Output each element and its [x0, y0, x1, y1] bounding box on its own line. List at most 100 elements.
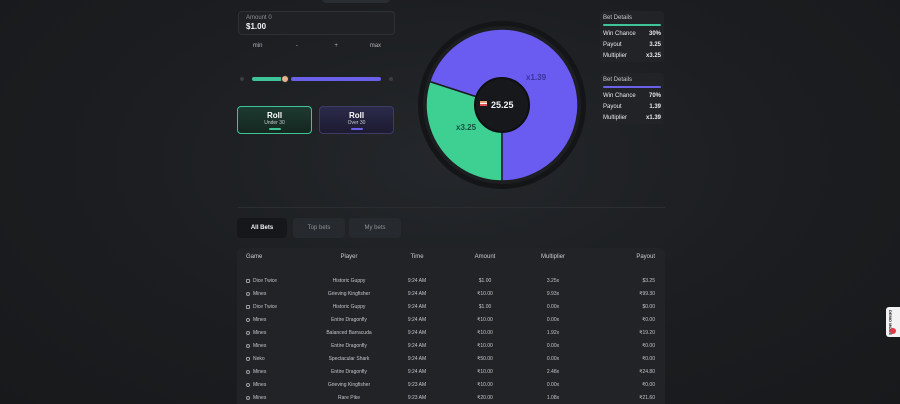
mines-icon	[246, 291, 250, 296]
game-name: Mines	[253, 291, 267, 297]
multiplier-label: Multiplier	[603, 115, 628, 121]
cell-player: Entire Dragonfly	[331, 317, 367, 323]
decrease-button[interactable]: -	[295, 43, 298, 49]
table-row[interactable]: Mines Rare Pike 9:23 AM ₹20.00 1.08x ₹21.60	[237, 395, 665, 404]
cell-time: 9:24 AM	[407, 304, 427, 310]
game-name: Mines	[253, 395, 267, 401]
table-row[interactable]: Mines Grieving Kingfisher 9:24 AM ₹10.00 9.9…	[237, 291, 665, 304]
win-chance-value: 30%	[648, 31, 661, 37]
increase-button[interactable]: +	[334, 43, 338, 49]
mines-icon	[246, 382, 250, 387]
cell-multiplier: 0.00x	[546, 343, 560, 349]
game-name: Neko	[253, 356, 265, 362]
cell-amount: ₹50.00	[477, 356, 493, 362]
cell-game: Dice Twice	[246, 278, 277, 284]
max-button[interactable]: max	[369, 43, 382, 49]
cell-multiplier: 0.00x	[546, 382, 560, 388]
cell-amount: $1.00	[478, 278, 492, 284]
roll-over-title: Roll	[348, 111, 365, 120]
roll-over-button[interactable]: Roll Over 30	[319, 106, 394, 134]
amount-value[interactable]: $1.00	[246, 22, 267, 31]
cell-time: 9:24 AM	[407, 291, 427, 297]
cell-time: 9:24 AM	[407, 369, 427, 375]
cell-player: Historic Guppy	[332, 304, 366, 310]
bets-table: Game Player Time Amount Multiplier Payou…	[237, 248, 665, 404]
cell-multiplier: 0.00x	[546, 304, 560, 310]
cell-player: Entire Dragonfly	[331, 343, 367, 349]
cell-time: 9:23 AM	[407, 382, 427, 388]
amount-field[interactable]: Amount 0 $1.00	[238, 11, 395, 35]
roll-under-indicator	[268, 128, 281, 130]
win-chance-value: 70%	[648, 93, 661, 99]
roll-under-button[interactable]: Roll Under 30	[237, 106, 312, 134]
cell-player: Entire Dragonfly	[331, 369, 367, 375]
result-wheel: x3.25 x1.39 25.25	[417, 20, 587, 190]
header-amount: Amount	[474, 254, 496, 260]
mines-icon	[246, 369, 250, 374]
tab-all-bets[interactable]: All Bets	[237, 218, 287, 238]
slider-thumb[interactable]	[280, 75, 289, 83]
win-chance-label: Win Chance	[603, 31, 636, 37]
multiplier-label: Multiplier	[603, 53, 628, 59]
roll-under-title: Roll	[266, 111, 283, 120]
roll-under-subtitle: Under 30	[264, 120, 285, 126]
slider-over-track	[290, 77, 381, 81]
amount-buttons: min - + max	[238, 40, 395, 52]
header-multiplier: Multiplier	[540, 254, 566, 260]
cell-time: 9:24 AM	[407, 356, 427, 362]
table-row[interactable]: Mines Entire Dragonfly 9:24 AM ₹10.00 0.00x ₹…	[237, 317, 665, 330]
cell-amount: ₹10.00	[477, 369, 493, 375]
dice-icon	[246, 304, 250, 309]
table-row[interactable]: Neko Spectacular Shark 9:24 AM ₹50.00 0.00x ₹…	[237, 356, 665, 369]
mines-icon	[246, 330, 250, 335]
table-header: Game Player Time Amount Multiplier Payou…	[237, 254, 665, 266]
cell-amount: ₹20.00	[477, 395, 493, 401]
game-name: Mines	[253, 317, 267, 323]
tab-top-bets[interactable]: Top bets	[293, 218, 345, 238]
cell-time: 9:24 AM	[407, 317, 427, 323]
payout-label: Payout	[603, 104, 622, 110]
cell-payout: ₹19.20	[639, 330, 655, 336]
game-name: Mines	[253, 382, 267, 388]
tab-my-bets[interactable]: My bets	[349, 218, 401, 238]
table-row[interactable]: Mines Grieving Kingfisher 9:23 AM ₹10.00 0.0…	[237, 382, 665, 395]
cell-payout: ₹21.60	[639, 395, 655, 401]
top-panel-stub	[322, 0, 390, 3]
game-name: Mines	[253, 343, 267, 349]
cell-multiplier: 9.93x	[546, 291, 560, 297]
cell-payout: ₹0.00	[642, 356, 655, 362]
cell-payout: ₹0.00	[642, 343, 655, 349]
table-row[interactable]: Mines Balanced Barracuda 9:24 AM ₹10.00 1.92…	[237, 330, 665, 343]
amount-label: Amount 0	[246, 15, 272, 21]
cell-game: Mines	[246, 382, 266, 388]
cell-multiplier: 1.92x	[546, 330, 560, 336]
cell-game: Mines	[246, 343, 266, 349]
cell-payout: ₹0.00	[642, 382, 655, 388]
section-divider	[238, 207, 665, 208]
cell-time: 9:23 AM	[407, 395, 427, 401]
cell-game: Mines	[246, 330, 266, 336]
table-row[interactable]: Dice Twice Historic Guppy 9:24 AM $1.00 0.00…	[237, 304, 665, 317]
cell-player: Balanced Barracuda	[326, 330, 372, 336]
cell-multiplier: 2.48x	[546, 369, 560, 375]
table-row[interactable]: Mines Entire Dragonfly 9:24 AM ₹10.00 0.00x ₹…	[237, 343, 665, 356]
min-button[interactable]: min	[252, 43, 263, 49]
segment-label-high: x1.39	[526, 73, 547, 82]
side-widget-dot	[890, 328, 896, 334]
cell-multiplier: 3.25x	[546, 278, 560, 284]
roll-over-subtitle: Over 30	[347, 120, 366, 126]
table-row[interactable]: Dice Twice Historic Guppy 9:24 AM $1.00 3.25…	[237, 278, 665, 291]
cell-player: Grieving Kingfisher	[327, 291, 371, 297]
cell-amount: ₹10.00	[477, 291, 493, 297]
target-slider[interactable]	[240, 75, 393, 83]
cell-time: 9:24 AM	[407, 330, 427, 336]
side-widget[interactable]: DEMO MODE	[886, 307, 900, 337]
cell-amount: ₹10.00	[477, 317, 493, 323]
wheel-center	[474, 77, 530, 133]
roll-result-value: 25.25	[491, 100, 514, 110]
cell-multiplier: 1.08x	[546, 395, 560, 401]
table-row[interactable]: Mines Entire Dragonfly 9:24 AM ₹10.00 2.48x ₹…	[237, 369, 665, 382]
cell-game: Mines	[246, 369, 266, 375]
game-name: Dice Twice	[253, 304, 278, 310]
